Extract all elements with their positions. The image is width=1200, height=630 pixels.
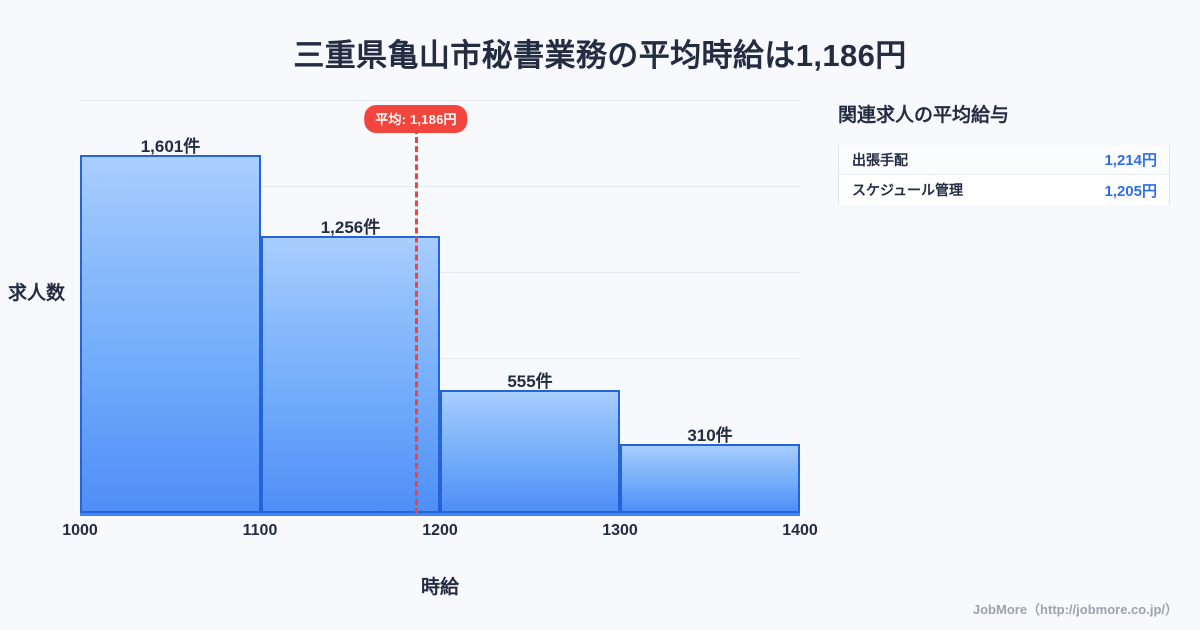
average-line — [415, 128, 418, 514]
x-tick-label: 1400 — [782, 522, 818, 539]
bar-value-label: 555件 — [507, 372, 553, 391]
average-badge: 平均: 1,186円 — [364, 105, 468, 133]
table-row-label: スケジュール管理 — [852, 182, 964, 198]
histogram-bar[interactable] — [620, 444, 800, 513]
bar-value-label: 1,256件 — [320, 218, 381, 237]
x-axis-title: 時給 — [420, 577, 459, 598]
bar-value-label: 310件 — [687, 426, 733, 445]
table-row[interactable]: 出張手配 1,214円 — [839, 145, 1169, 175]
gridline — [80, 100, 800, 101]
table-row-value: 1,205円 — [1104, 182, 1157, 200]
table-row-value: 1,214円 — [1104, 152, 1157, 169]
table-row[interactable]: スケジュール管理 1,205円 — [839, 175, 1169, 205]
related-jobs-title: 関連求人の平均給与 — [838, 105, 1010, 126]
footer-credit: JobMore（http://jobmore.co.jp/） — [972, 602, 1178, 617]
gridline — [80, 358, 800, 359]
page-title: 三重県亀山市秘書業務の平均時給は1,186円 — [293, 38, 907, 73]
related-jobs-panel: 関連求人の平均給与 出張手配 1,214円 スケジュール管理 1,205円 — [838, 100, 1170, 205]
x-tick-label: 1000 — [62, 522, 98, 539]
histogram-bar[interactable] — [261, 236, 440, 513]
x-axis-line — [80, 513, 800, 516]
y-axis-title: 求人数 — [8, 283, 66, 304]
x-tick-label: 1300 — [602, 522, 638, 539]
table-row-label: 出張手配 — [852, 151, 908, 168]
gridline — [80, 272, 800, 273]
x-tick-label: 1100 — [242, 522, 278, 539]
gridline — [80, 186, 800, 187]
histogram-bar[interactable] — [440, 390, 620, 513]
x-tick-label: 1200 — [422, 522, 458, 539]
histogram-bar[interactable] — [80, 155, 261, 513]
related-jobs-table: 出張手配 1,214円 スケジュール管理 1,205円 — [838, 145, 1170, 205]
bar-value-label: 1,601件 — [140, 137, 201, 156]
